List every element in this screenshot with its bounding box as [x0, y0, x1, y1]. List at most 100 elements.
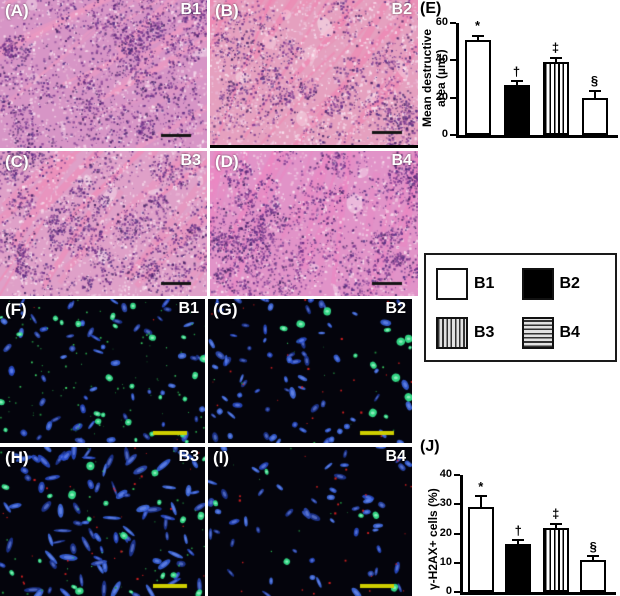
significance-symbol: * [474, 18, 481, 34]
panel-e-label: (E) [420, 0, 442, 17]
panel-b-histology: (B) B2 [210, 0, 418, 148]
figure-legend: B1 B2 B3 B4 [424, 253, 617, 362]
bar-b1 [464, 39, 491, 135]
y-axis-tick-label: 40 [435, 53, 448, 66]
y-axis-tick-label: 40 [439, 468, 452, 480]
panel-d-histology: (D) B4 [210, 151, 418, 296]
panel-c-micrograph [0, 151, 207, 296]
y-axis-tick [450, 22, 456, 24]
panel-d-micrograph [210, 151, 418, 296]
error-bar-cap [588, 89, 601, 92]
y-axis-line [460, 475, 463, 592]
significance-symbol: ‡ [552, 506, 560, 522]
error-bar-b3 [554, 58, 557, 63]
y-axis-tick-label: 30 [439, 497, 452, 510]
x-axis-line [460, 592, 616, 595]
panel-c-histology: (C) B3 [0, 151, 207, 296]
legend-label-b4: B4 [559, 323, 580, 341]
error-bar-b4 [593, 91, 596, 98]
panel-f-micrograph [0, 299, 205, 443]
bar-b4 [581, 97, 608, 135]
legend-item-b4: B4 [521, 314, 608, 353]
panel-b-micrograph [210, 0, 418, 145]
significance-symbol: ‡ [551, 40, 560, 56]
y-axis-tick [450, 96, 456, 99]
bar-b2 [503, 84, 530, 135]
x-axis-line [456, 135, 618, 138]
panel-d-label: (D) [215, 152, 239, 171]
y-axis-tick-label: 0 [445, 585, 452, 596]
significance-symbol: † [512, 63, 521, 79]
y-axis-tick [454, 503, 460, 506]
bar-b4 [580, 559, 607, 592]
panel-c-group-label: B3 [180, 152, 201, 169]
bar-b3 [542, 527, 569, 592]
significance-symbol: † [514, 522, 522, 538]
panel-d-group-label: B4 [391, 152, 412, 169]
panel-h-micrograph [0, 447, 205, 596]
error-bar-b1 [479, 496, 482, 508]
legend-swatch-b4 [521, 316, 554, 349]
legend-swatch-b2 [521, 268, 554, 301]
panel-a-group-label: B1 [180, 1, 201, 18]
panel-g-label: (G) [213, 300, 238, 319]
error-bar-cap [587, 555, 600, 558]
y-axis-tick [454, 474, 460, 476]
legend-item-b1: B1 [436, 265, 522, 304]
error-bar-b1 [476, 36, 479, 40]
panel-f-fluorescence: (F) B1 [0, 299, 205, 443]
error-bar-cap [512, 539, 525, 542]
y-axis-tick [454, 591, 460, 593]
legend-item-b2: B2 [521, 265, 608, 304]
significance-symbol: § [590, 73, 599, 89]
y-axis-tick [450, 59, 456, 62]
legend-label-b2: B2 [559, 275, 580, 293]
y-axis-line [456, 23, 459, 135]
panel-i-label: (I) [213, 448, 230, 467]
y-axis-tick [454, 532, 460, 535]
panel-h-group-label: B3 [178, 448, 199, 465]
y-axis-tick [454, 561, 460, 564]
y-axis-tick-label: 60 [435, 16, 448, 28]
legend-swatch-b1 [436, 268, 468, 301]
panel-c-label: (C) [5, 152, 29, 171]
error-bar-cap [549, 522, 562, 525]
bar-b1 [467, 507, 494, 592]
error-bar-b4 [592, 556, 595, 560]
panel-i-micrograph [208, 447, 412, 596]
panel-b-group-label: B2 [391, 1, 412, 18]
significance-symbol: § [589, 538, 597, 554]
chart-mean-destructive-area: (E) Mean destructive area (µm²) 0 20 40 60 * †… [420, 0, 620, 165]
error-bar-b2 [515, 81, 518, 85]
panel-b-label: (B) [215, 1, 239, 20]
chart-gamma-h2ax-cells: (J) γ-H2AX+ cells (%) 0 10 20 30 40 * † ‡ § [420, 438, 620, 596]
y-axis-tick-label: 20 [439, 526, 452, 539]
panel-j-label: (J) [420, 438, 440, 455]
y-axis-tick-label: 20 [435, 90, 448, 103]
panel-h-label: (H) [5, 448, 29, 467]
panel-f-label: (F) [5, 300, 27, 319]
panel-i-group-label: B4 [385, 448, 406, 465]
panel-a-label: (A) [5, 1, 29, 20]
panel-h-fluorescence: (H) B3 [0, 447, 205, 596]
y-axis-tick [450, 134, 456, 136]
legend-label-b3: B3 [474, 323, 495, 341]
legend-label-b1: B1 [474, 275, 495, 293]
panel-g-group-label: B2 [385, 300, 406, 317]
panel-g-micrograph [208, 299, 412, 443]
y-axis-tick-label: 10 [439, 555, 452, 568]
error-bar-cap [510, 80, 523, 83]
legend-item-b3: B3 [436, 314, 522, 353]
y-axis-tick-label: 0 [441, 128, 448, 140]
legend-swatch-b3 [436, 316, 468, 349]
error-bar-b3 [554, 524, 557, 528]
bar-b2 [505, 543, 532, 592]
significance-symbol: * [478, 478, 484, 494]
error-bar-b2 [517, 540, 520, 544]
panel-i-fluorescence: (I) B4 [208, 447, 412, 596]
y-axis-label: Mean destructive area (µm²) [420, 28, 448, 128]
error-bar-cap [549, 56, 562, 59]
error-bar-cap [471, 34, 484, 37]
panel-g-fluorescence: (G) B2 [208, 299, 412, 443]
